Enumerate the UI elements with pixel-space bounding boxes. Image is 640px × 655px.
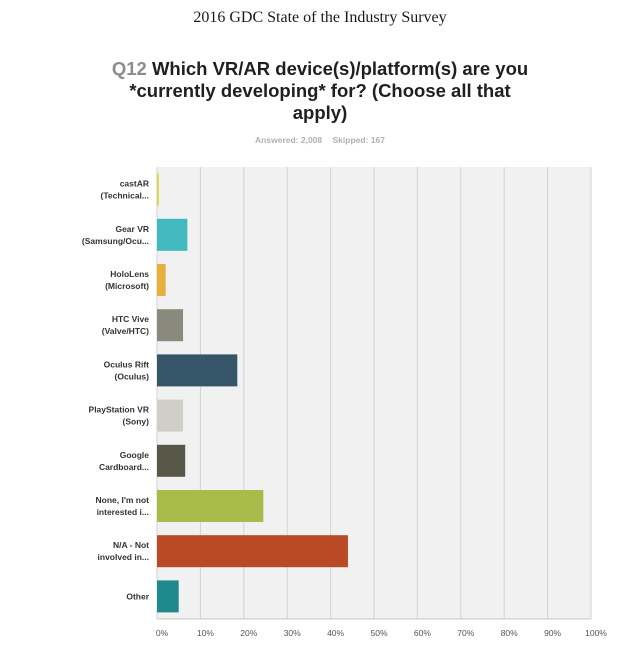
bar xyxy=(157,490,264,522)
category-label: Gear VR (Samsung/Ocu... xyxy=(82,224,149,246)
x-tick-label: 60% xyxy=(414,628,431,638)
x-tick-label: 40% xyxy=(327,628,344,638)
x-tick-label: 90% xyxy=(544,628,561,638)
question-title: Q12 Which VR/AR device(s)/platform(s) ar… xyxy=(110,58,530,124)
page-title: 2016 GDC State of the Industry Survey xyxy=(193,9,447,26)
x-tick-label: 0% xyxy=(156,628,169,638)
category-label: N/A - Not involved in... xyxy=(98,540,150,562)
answered-count: Answered: 2,008 xyxy=(255,135,323,145)
bar xyxy=(157,264,166,296)
bar xyxy=(157,535,348,568)
category-label: castAR (Technical... xyxy=(101,179,150,201)
x-tick-label: 20% xyxy=(240,628,257,638)
category-label: None, I'm not interested i... xyxy=(96,495,150,517)
question-text: Which VR/AR device(s)/platform(s) are yo… xyxy=(129,58,529,123)
bar xyxy=(157,309,184,342)
category-label: Other xyxy=(126,591,149,601)
bar xyxy=(157,354,238,387)
x-tick-label: 30% xyxy=(284,628,301,638)
x-tick-label: 100% xyxy=(585,628,607,638)
category-label: Google Cardboard... xyxy=(99,450,149,472)
category-label: HoloLens (Microsoft) xyxy=(105,269,149,291)
response-stats: Answered: 2,008 Skipped: 167 xyxy=(0,135,640,145)
bar xyxy=(157,218,188,251)
category-label: Oculus Rift (Oculus) xyxy=(104,359,150,381)
x-tick-label: 50% xyxy=(370,628,387,638)
x-tick-label: 80% xyxy=(501,628,518,638)
x-tick-label: 70% xyxy=(457,628,474,638)
bar xyxy=(157,399,184,432)
bar xyxy=(157,444,186,477)
category-label: HTC Vive (Valve/HTC) xyxy=(102,314,150,336)
bar xyxy=(157,580,179,613)
x-tick-label: 10% xyxy=(197,628,214,638)
skipped-count: Skipped: 167 xyxy=(332,135,385,145)
question-number: Q12 xyxy=(111,58,147,79)
bar xyxy=(157,173,159,206)
category-label: PlayStation VR (Sony) xyxy=(89,405,150,427)
